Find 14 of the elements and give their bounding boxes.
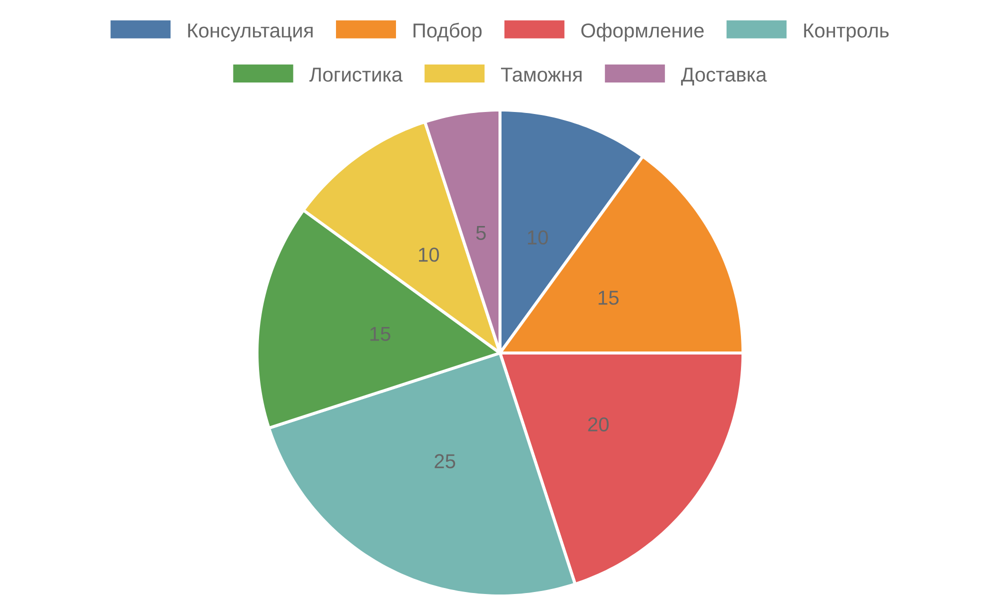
data-label: 15 (598, 290, 619, 305)
legend-label: Подбор (414, 22, 482, 42)
legend-label: Логистика (309, 68, 403, 82)
legend-label: Оформление (581, 22, 704, 42)
data-label: 5 (476, 226, 486, 240)
legend-label: Консультация (188, 24, 313, 42)
legend-label: Доставка (681, 68, 767, 86)
legend-label: Таможня (501, 68, 582, 82)
data-label: 10 (528, 230, 548, 245)
data-label: 20 (588, 417, 609, 432)
legend-label: Контроль (804, 24, 889, 42)
data-label: 15 (370, 327, 390, 341)
data-label: 25 (434, 454, 456, 468)
data-label: 10 (419, 248, 439, 262)
